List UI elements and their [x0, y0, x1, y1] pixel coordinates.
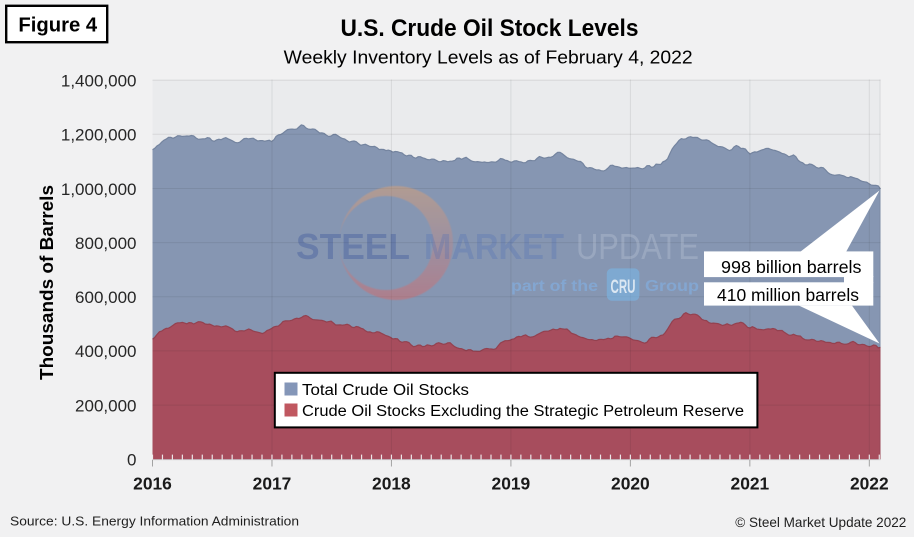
svg-text:1,400,000: 1,400,000	[61, 72, 137, 91]
svg-text:CRU: CRU	[611, 277, 636, 298]
svg-text:MARKET: MARKET	[424, 226, 564, 267]
svg-text:2016: 2016	[133, 474, 172, 494]
svg-text:2021: 2021	[731, 474, 770, 494]
svg-text:800,000: 800,000	[75, 234, 136, 253]
svg-text:© Steel Market Update 2022: © Steel Market Update 2022	[735, 515, 906, 530]
svg-text:2019: 2019	[492, 474, 531, 494]
svg-text:Source: U.S. Energy Informatio: Source: U.S. Energy Information Administ…	[10, 514, 299, 529]
svg-text:1,200,000: 1,200,000	[61, 126, 137, 145]
svg-text:600,000: 600,000	[75, 288, 136, 307]
svg-text:200,000: 200,000	[75, 396, 136, 415]
svg-text:Weekly Inventory Levels as of: Weekly Inventory Levels as of February 4…	[284, 47, 693, 68]
svg-text:410 million barrels: 410 million barrels	[717, 286, 859, 305]
svg-text:0: 0	[127, 451, 136, 470]
svg-text:2022: 2022	[850, 474, 889, 494]
svg-text:400,000: 400,000	[75, 342, 136, 361]
svg-text:Total Crude Oil Stocks: Total Crude Oil Stocks	[302, 382, 469, 399]
svg-text:2018: 2018	[372, 474, 411, 494]
svg-text:998 billion barrels: 998 billion barrels	[721, 258, 862, 277]
svg-text:UPDATE: UPDATE	[576, 226, 699, 267]
svg-text:Crude Oil Stocks Excluding the: Crude Oil Stocks Excluding the Strategic…	[302, 403, 744, 420]
svg-text:2020: 2020	[611, 474, 650, 494]
svg-text:Group: Group	[645, 278, 699, 295]
svg-text:STEEL: STEEL	[296, 226, 410, 267]
svg-text:part of the: part of the	[511, 278, 598, 295]
svg-text:Figure 4: Figure 4	[18, 15, 98, 37]
svg-text:2017: 2017	[253, 474, 292, 494]
svg-text:U.S. Crude Oil Stock Levels: U.S. Crude Oil Stock Levels	[341, 15, 639, 42]
svg-text:Thousands of Barrels: Thousands of Barrels	[36, 185, 57, 380]
svg-text:1,000,000: 1,000,000	[61, 180, 137, 199]
